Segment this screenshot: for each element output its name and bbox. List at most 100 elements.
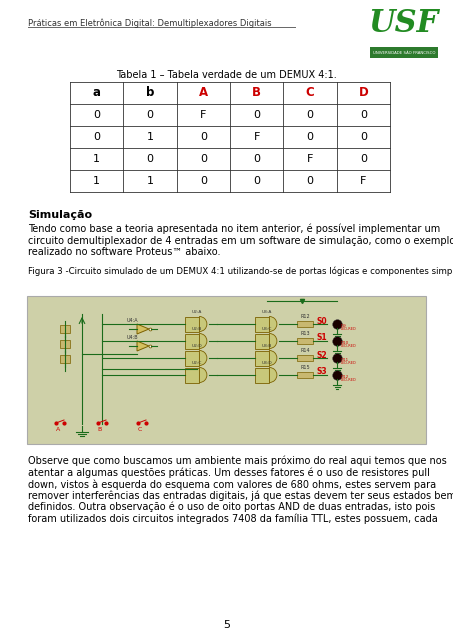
Text: U2:B: U2:B <box>192 327 202 331</box>
Text: Práticas em Eletrônica Digital: Demultiplexadores Digitais: Práticas em Eletrônica Digital: Demultip… <box>28 18 272 28</box>
Text: 0: 0 <box>93 132 100 142</box>
Text: A: A <box>199 86 208 99</box>
Text: A: A <box>56 427 60 432</box>
Text: 0: 0 <box>360 110 367 120</box>
Text: R13: R13 <box>300 331 310 336</box>
Text: U3:B: U3:B <box>262 344 272 348</box>
Text: B: B <box>252 86 261 99</box>
Bar <box>255 333 270 349</box>
Bar <box>60 355 70 363</box>
Text: F: F <box>200 110 207 120</box>
Bar <box>255 317 270 332</box>
Wedge shape <box>270 333 277 349</box>
Bar <box>297 355 313 361</box>
Wedge shape <box>270 317 277 332</box>
Text: S1: S1 <box>316 333 327 342</box>
Text: definidos. Outra observação é o uso de oito portas AND de duas entradas, isto po: definidos. Outra observação é o uso de o… <box>28 502 435 513</box>
Text: Tendo como base a teoria apresentada no item anterior, é possível implementar um: Tendo como base a teoria apresentada no … <box>28 224 440 234</box>
Text: 0: 0 <box>200 154 207 164</box>
Text: U3:C: U3:C <box>262 327 272 331</box>
Text: 1: 1 <box>93 176 100 186</box>
Text: LED-RED: LED-RED <box>341 361 357 365</box>
Text: D12: D12 <box>341 375 349 379</box>
Text: U2:A: U2:A <box>192 310 202 314</box>
Text: B: B <box>98 427 102 432</box>
Text: D9: D9 <box>341 324 347 328</box>
Bar <box>370 47 438 58</box>
Bar <box>297 338 313 344</box>
Text: U2:C: U2:C <box>192 361 202 365</box>
Text: U3:A: U3:A <box>262 310 272 314</box>
Bar <box>185 351 199 365</box>
Text: LED-RED: LED-RED <box>341 344 357 348</box>
Bar <box>255 367 270 383</box>
Text: D: D <box>358 86 368 99</box>
Text: 0: 0 <box>307 132 313 142</box>
Text: 1: 1 <box>93 154 100 164</box>
Text: Tabela 1 – Tabela verdade de um DEMUX 4:1.: Tabela 1 – Tabela verdade de um DEMUX 4:… <box>116 70 337 80</box>
Bar <box>297 372 313 378</box>
Text: remover interferências das entradas digitais, já que estas devem ter seus estado: remover interferências das entradas digi… <box>28 490 453 501</box>
Text: C: C <box>138 427 142 432</box>
Text: b: b <box>146 86 154 99</box>
Text: 0: 0 <box>253 110 260 120</box>
Polygon shape <box>137 324 149 334</box>
Text: S3: S3 <box>316 367 327 376</box>
Text: 1: 1 <box>146 132 154 142</box>
Text: 0: 0 <box>360 154 367 164</box>
Text: down, vistos à esquerda do esquema com valores de 680 ohms, estes servem para: down, vistos à esquerda do esquema com v… <box>28 479 436 490</box>
Text: realizado no software Proteus™ abaixo.: realizado no software Proteus™ abaixo. <box>28 247 221 257</box>
Wedge shape <box>199 317 207 332</box>
Text: F: F <box>254 132 260 142</box>
Text: F: F <box>360 176 366 186</box>
Text: R15: R15 <box>300 365 310 370</box>
Text: UNIVERSIDADE SÃO FRANCISCO: UNIVERSIDADE SÃO FRANCISCO <box>373 51 435 54</box>
Text: U4:B: U4:B <box>126 335 138 340</box>
Text: Simulação: Simulação <box>28 210 92 220</box>
Text: 0: 0 <box>93 110 100 120</box>
Text: S0: S0 <box>316 317 327 326</box>
Text: atentar a algumas questões práticas. Um desses fatores é o uso de resistores pul: atentar a algumas questões práticas. Um … <box>28 467 430 478</box>
Text: 0: 0 <box>146 110 154 120</box>
Wedge shape <box>199 333 207 349</box>
Wedge shape <box>199 351 207 365</box>
Text: foram utilizados dois circuitos integrados 7408 da família TTL, estes possuem, c: foram utilizados dois circuitos integrad… <box>28 513 438 524</box>
Text: Observe que como buscamos um ambiente mais próximo do real aqui temos que nos: Observe que como buscamos um ambiente ma… <box>28 456 447 467</box>
Text: F: F <box>307 154 313 164</box>
Text: LED-RED: LED-RED <box>341 327 357 331</box>
Text: 5: 5 <box>223 620 230 630</box>
Text: U2:D: U2:D <box>192 344 202 348</box>
Text: 0: 0 <box>200 132 207 142</box>
Text: D11: D11 <box>341 358 349 362</box>
Wedge shape <box>199 367 207 383</box>
Text: C: C <box>306 86 314 99</box>
Text: 0: 0 <box>200 176 207 186</box>
Text: LED-RED: LED-RED <box>341 378 357 382</box>
Bar <box>185 317 199 332</box>
Bar <box>255 351 270 365</box>
Text: 0: 0 <box>146 154 154 164</box>
Bar <box>60 325 70 333</box>
Wedge shape <box>270 351 277 365</box>
Text: 0: 0 <box>307 110 313 120</box>
Text: 0: 0 <box>307 176 313 186</box>
Text: a: a <box>93 86 101 99</box>
Text: 1: 1 <box>146 176 154 186</box>
Text: U3:D: U3:D <box>262 361 272 365</box>
Wedge shape <box>270 367 277 383</box>
Text: Figura 3 -Circuito simulado de um DEMUX 4:1 utilizando-se de portas lógicas e co: Figura 3 -Circuito simulado de um DEMUX … <box>28 266 453 276</box>
Bar <box>370 10 438 58</box>
Text: S2: S2 <box>316 351 327 360</box>
Bar <box>185 333 199 349</box>
Text: 0: 0 <box>360 132 367 142</box>
Bar <box>297 321 313 327</box>
Bar <box>185 367 199 383</box>
Text: 0: 0 <box>253 176 260 186</box>
Bar <box>27 296 426 444</box>
Polygon shape <box>137 341 149 351</box>
Text: D10: D10 <box>341 341 349 345</box>
Text: USF: USF <box>369 8 439 39</box>
Text: R14: R14 <box>300 348 310 353</box>
Bar <box>60 340 70 348</box>
Text: U4:A: U4:A <box>126 318 138 323</box>
